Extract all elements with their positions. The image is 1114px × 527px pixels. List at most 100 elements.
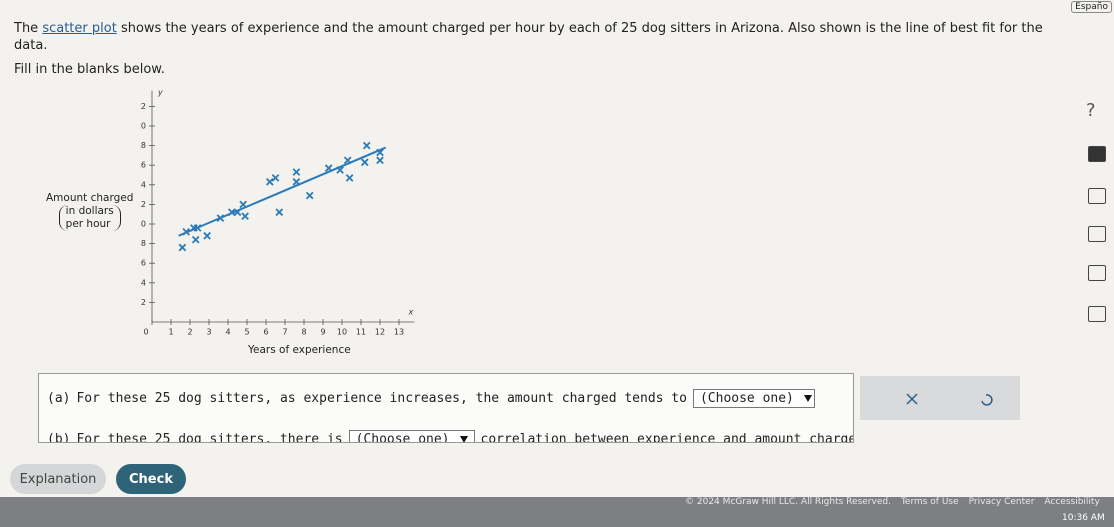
point-stroke — [292, 178, 301, 186]
point-stroke — [362, 141, 371, 150]
footer-row: © 2024 McGraw Hill LLC. All Rights Reser… — [685, 497, 1100, 507]
x-tick-label: 4 — [225, 328, 230, 337]
sidebar-icon[interactable] — [1088, 265, 1106, 281]
x-tick-label: 2 — [187, 328, 192, 337]
x-tick-label: 6 — [263, 328, 268, 337]
data-point — [362, 141, 371, 150]
y-tick-label: 22 — [140, 102, 146, 111]
data-point — [182, 228, 191, 236]
point-stroke — [305, 191, 314, 200]
question-label: (a) — [47, 391, 71, 406]
footer-link[interactable]: Privacy Center — [968, 497, 1035, 507]
y-tick-label: 18 — [140, 141, 146, 150]
data-point — [305, 191, 314, 200]
point-stroke — [191, 235, 200, 244]
point-stroke — [233, 208, 242, 217]
y-tick-label: 8 — [141, 239, 146, 248]
data-point — [324, 164, 333, 172]
data-point — [292, 168, 301, 176]
y-tick-label: 2 — [141, 298, 146, 307]
y-tick-label: 14 — [140, 180, 146, 189]
tool-icons — [906, 393, 993, 406]
clear-button[interactable] — [906, 393, 918, 405]
data-point — [275, 208, 284, 217]
undo-button[interactable] — [981, 394, 993, 406]
sidebar-icon[interactable] — [1088, 188, 1106, 204]
x-tick-label: 0 — [143, 328, 148, 337]
data-point — [360, 158, 369, 167]
data-point — [271, 174, 280, 182]
x-tick-label: 9 — [320, 328, 325, 337]
point-stroke — [178, 243, 187, 252]
dropdown-arrow — [459, 436, 468, 442]
question-label: (b) — [47, 432, 71, 443]
data-point — [241, 212, 249, 220]
point-stroke — [336, 166, 344, 174]
data-point — [178, 243, 187, 252]
question-text: For these 25 dog sitters, as experience … — [76, 391, 687, 406]
sidebar-icon[interactable] — [1088, 146, 1106, 162]
clock: 10:36 AM — [1062, 513, 1105, 523]
y-tick-label: 10 — [140, 220, 146, 229]
point-stroke — [265, 178, 274, 186]
y-label-paren: in dollars per hour — [58, 205, 121, 231]
footer: © 2024 McGraw Hill LLC. All Rights Reser… — [0, 497, 1114, 527]
answer-tools — [860, 376, 1020, 420]
question-a: (a) For these 25 dog sitters, as experie… — [47, 389, 815, 408]
scatter-plot-link[interactable]: scatter plot — [42, 21, 117, 36]
question-text: For these 25 dog sitters, there is — [76, 432, 343, 443]
copyright: © 2024 McGraw Hill LLC. All Rights Reser… — [685, 497, 891, 507]
point-stroke — [376, 148, 384, 157]
x-tick-label: 10 — [337, 328, 347, 337]
check-button[interactable]: Check — [116, 464, 186, 494]
y-label-line: in dollars — [65, 205, 114, 217]
help-icon[interactable]: ? — [1086, 100, 1096, 121]
x-tick-label: 12 — [375, 328, 385, 337]
question-text-after: correlation between experience and amoun… — [480, 432, 854, 443]
point-stroke — [292, 168, 301, 176]
y-label-line: per hour — [65, 218, 111, 230]
y-axis-letter: y — [157, 88, 163, 97]
data-point — [239, 200, 248, 209]
data-point — [343, 156, 352, 165]
data-point — [227, 208, 236, 217]
x-axis-letter: x — [408, 308, 414, 317]
y-label-line: Amount charged — [46, 192, 134, 204]
dropdown[interactable]: (Choose one) — [692, 389, 815, 408]
data-point — [193, 224, 202, 232]
data-point — [265, 178, 274, 186]
x-axis-label: Years of experience — [248, 344, 351, 356]
sidebar-icon[interactable] — [1088, 226, 1106, 242]
point-stroke — [182, 228, 191, 236]
explanation-button[interactable]: Explanation — [10, 464, 106, 494]
language-link[interactable]: Españo — [1071, 1, 1112, 13]
y-tick-label: 12 — [140, 200, 146, 209]
x-tick-label: 13 — [394, 328, 404, 337]
dropdown-text: (Choose one) — [699, 391, 794, 406]
y-tick-label: 6 — [141, 259, 146, 268]
intro-rest: shows the years of experience and the am… — [14, 21, 1043, 53]
answer-box: (a) For these 25 dog sitters, as experie… — [38, 373, 854, 443]
footer-link[interactable]: Accessibility — [1044, 497, 1100, 507]
point-stroke — [275, 208, 284, 217]
dropdown[interactable]: (Choose one) — [348, 430, 475, 443]
data-point — [345, 174, 354, 182]
footer-link[interactable]: Terms of Use — [900, 497, 959, 507]
point-stroke — [345, 174, 354, 182]
x-tick-label: 5 — [244, 328, 249, 337]
x-tick-label: 8 — [301, 328, 306, 337]
point-stroke — [241, 212, 249, 220]
question-b: (b) For these 25 dog sitters, there is (… — [47, 430, 854, 443]
scatter-plot: xy012345678910111213246810121416182022 — [140, 88, 415, 337]
point-stroke — [216, 214, 225, 222]
point-stroke — [203, 231, 211, 240]
point-stroke — [193, 224, 202, 232]
data-point — [216, 214, 225, 222]
data-point — [376, 148, 384, 157]
point-stroke — [271, 174, 280, 182]
dropdown-text: (Choose one) — [355, 432, 450, 443]
sidebar-icon[interactable] — [1088, 306, 1106, 322]
x-tick-label: 1 — [168, 328, 173, 337]
point-stroke — [324, 164, 333, 172]
